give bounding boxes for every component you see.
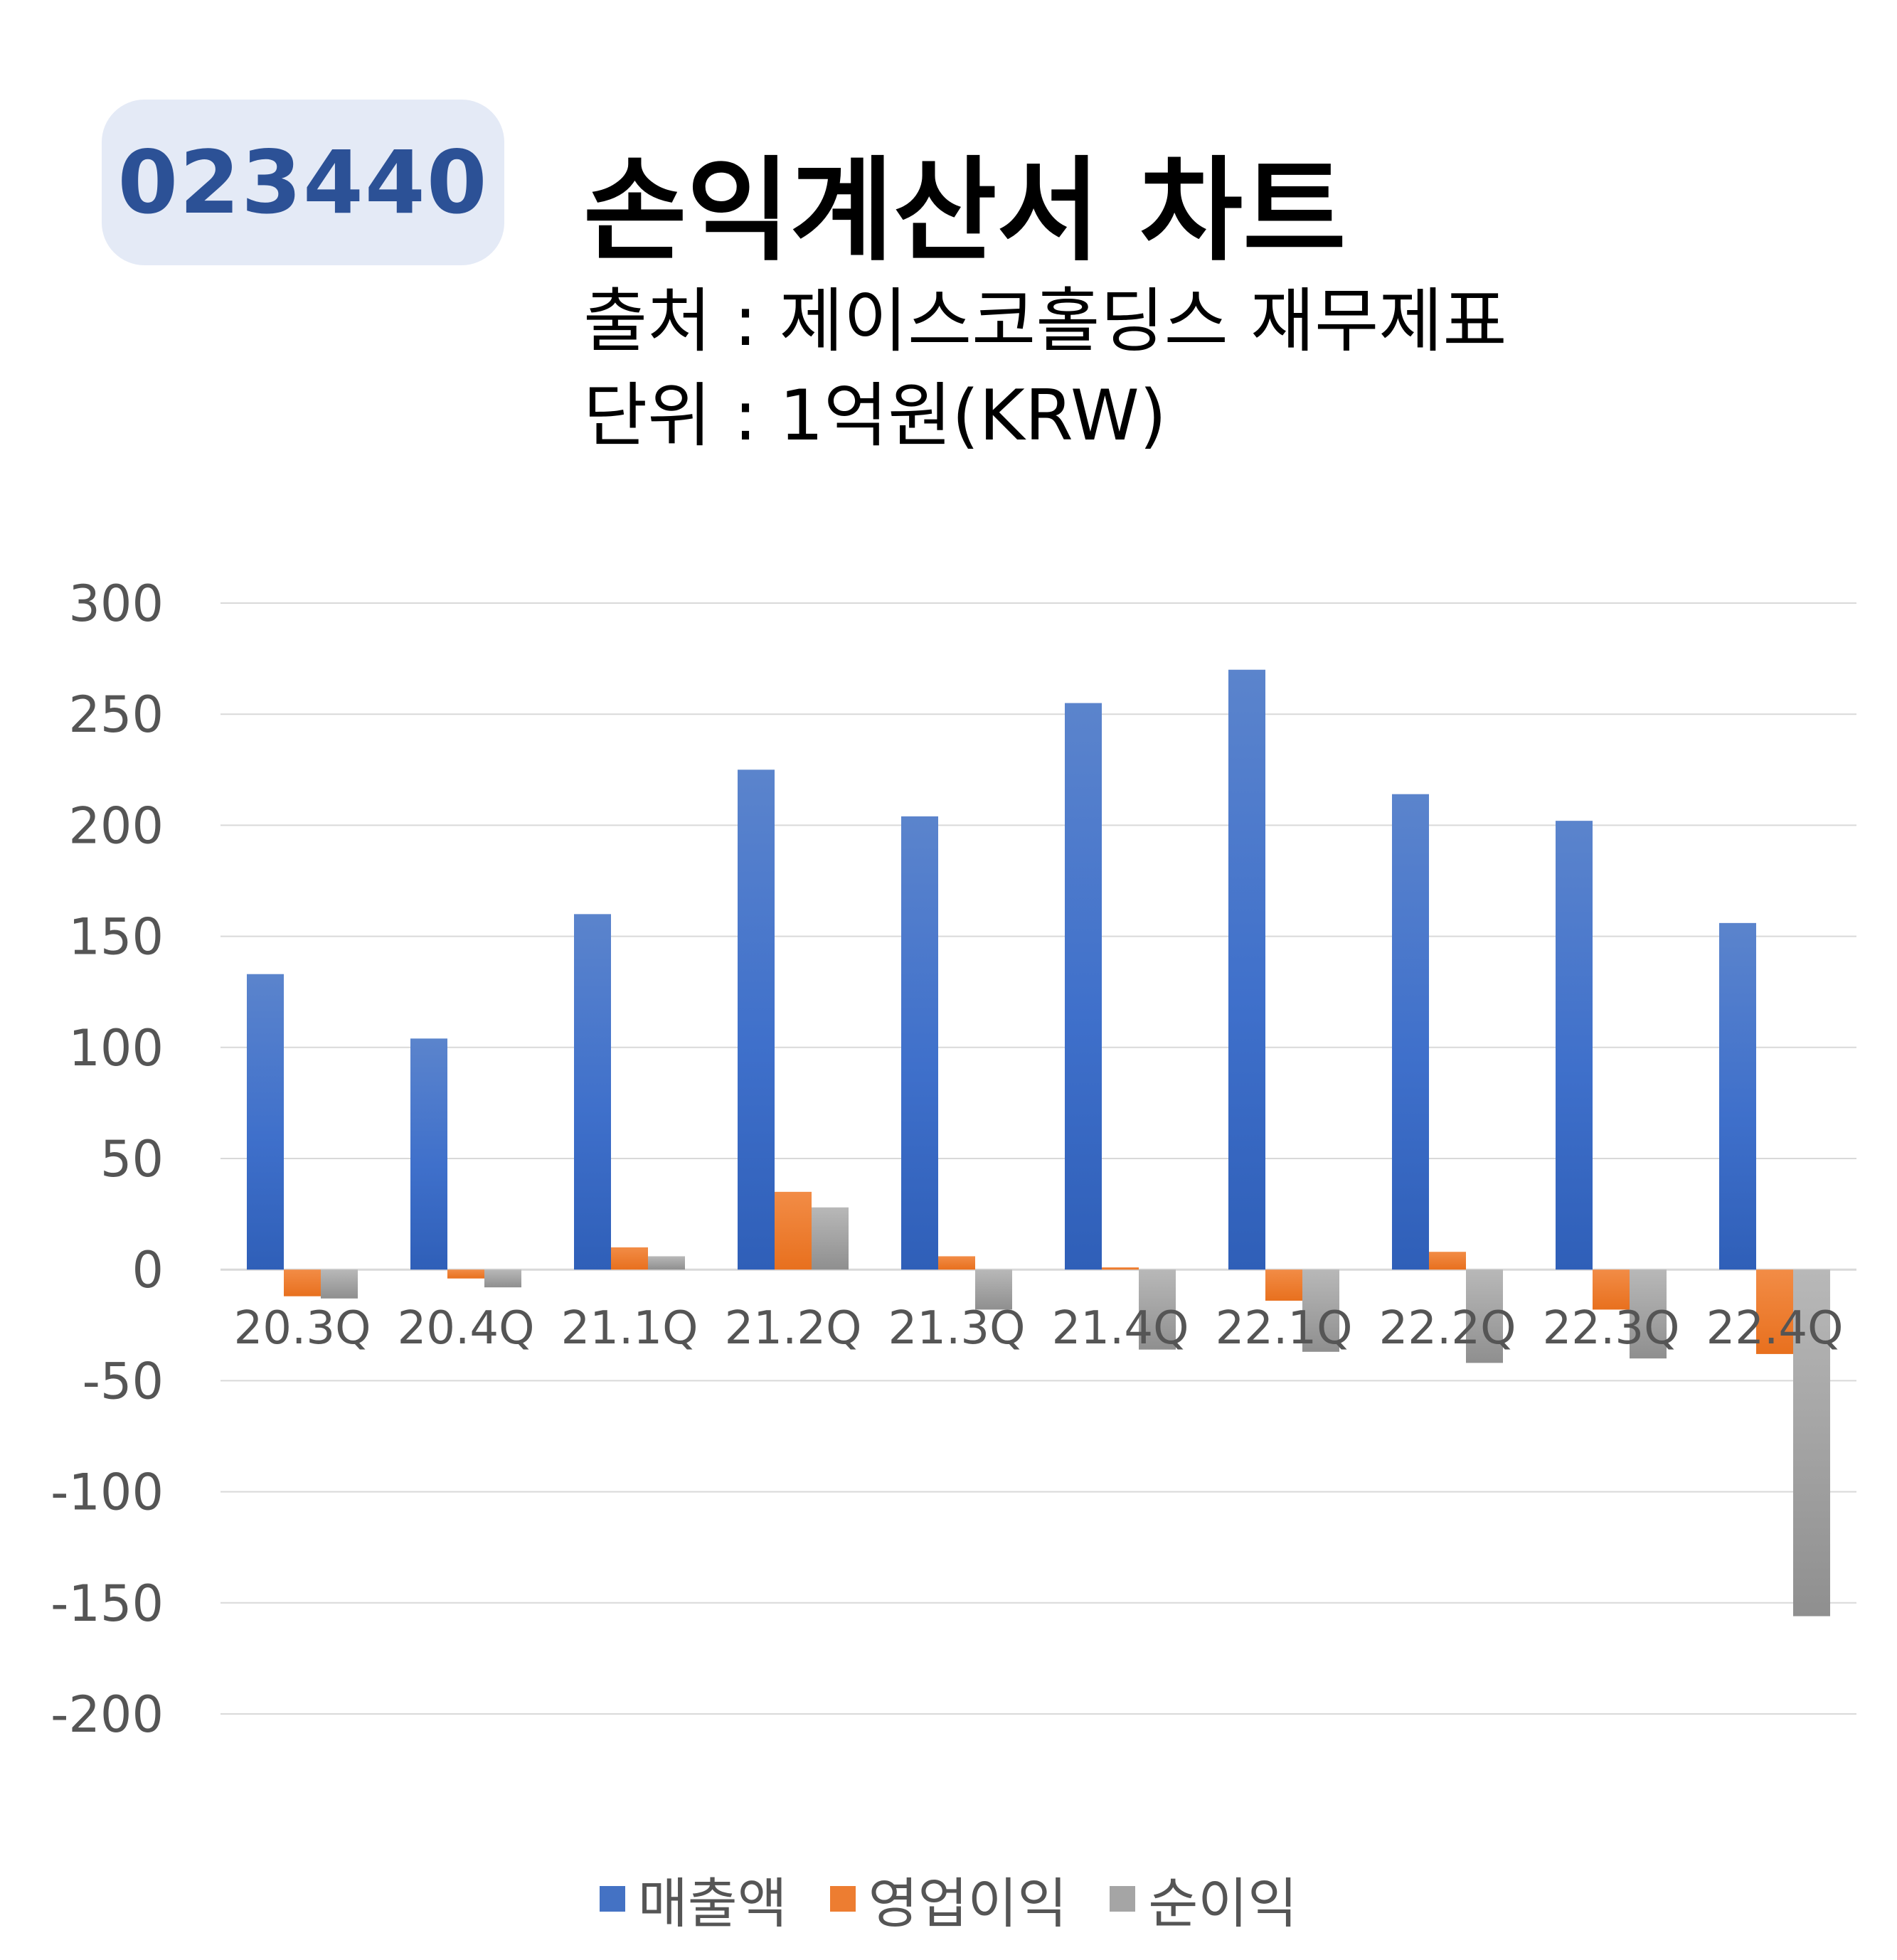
bar-operating [447, 1269, 484, 1279]
legend-label-net: 순이익 [1148, 1872, 1298, 1935]
x-category-label: 22.3Q [1543, 1302, 1680, 1355]
bar-operating [775, 1191, 812, 1270]
legend-item-net: 순이익 [1110, 1860, 1297, 1938]
legend-label-operating: 영업이익 [868, 1872, 1068, 1935]
x-category-label: 22.1Q [1216, 1302, 1353, 1355]
y-tick-label: -150 [51, 1575, 164, 1633]
bar-operating [1102, 1267, 1139, 1270]
bar-sales [1392, 794, 1429, 1270]
bar-net [975, 1269, 1012, 1310]
bar-net [1466, 1269, 1503, 1363]
bar-sales [1228, 669, 1265, 1270]
x-category-label: 21.2Q [725, 1302, 862, 1355]
y-tick-label: 150 [68, 908, 164, 966]
bar-net [484, 1269, 521, 1288]
bar-sales [1719, 922, 1756, 1270]
bar-sales [247, 974, 284, 1270]
legend-item-sales: 매출액 [599, 1860, 787, 1938]
y-tick-label: 300 [68, 575, 164, 633]
y-tick-label: 200 [68, 797, 164, 855]
bar-operating [611, 1247, 648, 1270]
stock-code-badge: 023440 [102, 100, 504, 265]
bar-net [1630, 1269, 1667, 1359]
bar-net [1139, 1269, 1176, 1350]
y-tick-label: 100 [68, 1019, 164, 1077]
bar-sales [1556, 821, 1593, 1270]
y-tick-label: -200 [51, 1685, 164, 1744]
bar-net [321, 1269, 358, 1299]
bar-operating [284, 1269, 321, 1296]
bar-sales [1065, 703, 1102, 1270]
y-tick-label: 50 [100, 1130, 164, 1188]
y-tick-label: 250 [68, 686, 164, 744]
bar-net [812, 1207, 849, 1270]
bar-operating [1756, 1269, 1793, 1354]
source-text: 출처 : 제이스코홀딩스 재무제표 [583, 281, 1507, 362]
x-category-label: 22.4Q [1706, 1302, 1844, 1355]
x-category-label: 22.2Q [1379, 1302, 1516, 1355]
bar-sales [574, 914, 611, 1270]
y-tick-label: -100 [51, 1464, 164, 1522]
bar-sales [738, 769, 775, 1270]
legend-swatch-operating [829, 1886, 856, 1912]
bar-net [1302, 1269, 1339, 1352]
y-tick-label: -50 [83, 1352, 164, 1410]
x-category-label: 20.4Q [398, 1302, 535, 1355]
x-category-label: 21.3Q [888, 1302, 1026, 1355]
legend-swatch-net [1110, 1886, 1136, 1912]
x-category-label: 20.3Q [234, 1302, 371, 1355]
x-category-label: 21.1Q [561, 1302, 698, 1355]
bar-net [1793, 1269, 1830, 1617]
bar-operating [1593, 1269, 1630, 1310]
unit-text: 단위 : 1억원(KRW) [583, 376, 1167, 457]
chart-title: 손익계산서 차트 [583, 146, 1346, 277]
bar-operating [938, 1256, 975, 1270]
x-category-label: 21.4Q [1052, 1302, 1189, 1355]
bar-sales [410, 1038, 447, 1270]
bar-sales [901, 816, 938, 1270]
bar-net [648, 1256, 685, 1270]
y-tick-label: 0 [132, 1241, 164, 1299]
legend-swatch-sales [599, 1886, 625, 1912]
legend-item-operating: 영업이익 [829, 1860, 1068, 1938]
legend-label-sales: 매출액 [637, 1872, 787, 1935]
legend: 매출액 영업이익 순이익 [0, 1860, 1897, 1938]
stock-code: 023440 [117, 132, 489, 233]
bar-operating [1265, 1269, 1302, 1301]
bar-operating [1429, 1252, 1466, 1270]
